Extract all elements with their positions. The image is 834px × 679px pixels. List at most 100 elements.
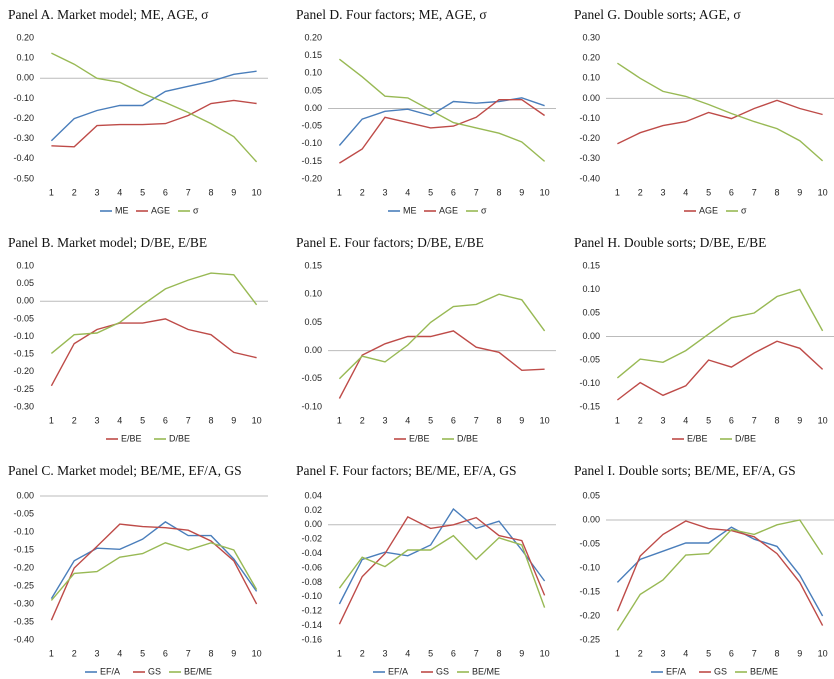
x-tick-label: 3	[382, 415, 387, 425]
y-tick-label: -0.05	[301, 121, 322, 131]
x-tick-label: 5	[140, 415, 145, 425]
x-tick-label: 8	[774, 648, 779, 658]
legend-label: σ	[193, 205, 199, 215]
legend-label: ME	[115, 205, 129, 215]
x-tick-label: 4	[683, 648, 688, 658]
x-tick-label: 3	[660, 187, 665, 197]
panel: Panel D. Four factors; ME, AGE, σ 0.20 0.1…	[296, 7, 556, 215]
series-line	[338, 58, 546, 162]
y-tick-label: -0.35	[13, 616, 34, 626]
x-tick-label: 10	[252, 648, 262, 658]
y-tick-label: -0.40	[579, 173, 600, 183]
x-tick-label: 1	[615, 648, 620, 658]
x-tick-label: 6	[163, 415, 168, 425]
x-tick-label: 6	[163, 648, 168, 658]
series-line	[616, 520, 824, 626]
series-line	[50, 70, 257, 142]
y-tick-label: -0.10	[13, 93, 34, 103]
y-tick-label: 0.20	[304, 32, 322, 42]
y-tick-label: 0.20	[16, 32, 34, 42]
y-tick-label: -0.20	[301, 173, 322, 183]
y-tick-label: -0.15	[579, 401, 600, 411]
y-tick-label: 0.05	[304, 85, 322, 95]
y-tick-label: -0.25	[13, 384, 34, 394]
y-tick-label: 0.05	[16, 278, 34, 288]
legend-label: σ	[741, 205, 747, 215]
y-tick-label: 0.10	[582, 284, 600, 294]
x-tick-label: 4	[117, 415, 122, 425]
series-line	[616, 340, 824, 401]
x-tick-label: 7	[752, 648, 757, 658]
panel-title: Panel H. Double sorts; D/BE, E/BE	[574, 235, 766, 250]
panel-title: Panel I. Double sorts; BE/ME, EF/A, GS	[574, 463, 796, 478]
y-tick-label: -0.20	[13, 113, 34, 123]
x-tick-label: 1	[337, 415, 342, 425]
panel: Panel E. Four factors; D/BE, E/BE 0.15 0.1…	[296, 235, 556, 443]
y-tick-label: -0.10	[301, 401, 322, 411]
y-tick-label: -0.10	[579, 378, 600, 388]
y-tick-label: -0.20	[13, 366, 34, 376]
y-tick-label: 0.00	[304, 345, 322, 355]
x-tick-label: 8	[774, 187, 779, 197]
x-tick-label: 2	[638, 648, 643, 658]
x-tick-label: 7	[186, 187, 191, 197]
y-tick-label: -0.40	[13, 153, 34, 163]
legend-label: σ	[481, 205, 487, 215]
x-tick-label: 10	[818, 187, 828, 197]
x-tick-label: 5	[706, 187, 711, 197]
series-line	[338, 515, 546, 625]
series-line	[617, 62, 824, 162]
series-line	[338, 293, 546, 380]
x-tick-label: 2	[638, 415, 643, 425]
x-tick-label: 9	[797, 187, 802, 197]
x-tick-label: 9	[231, 648, 236, 658]
x-tick-label: 1	[49, 187, 54, 197]
legend-label: D/BE	[169, 433, 190, 443]
y-tick-label: -0.15	[13, 544, 34, 554]
y-tick-label: 0.30	[582, 32, 600, 42]
legend-label: EF/A	[388, 666, 408, 676]
x-tick-label: 6	[729, 415, 734, 425]
x-tick-label: 2	[638, 187, 643, 197]
legend-label: EF/A	[100, 666, 120, 676]
legend-label: EF/A	[666, 666, 686, 676]
series-line	[50, 542, 258, 601]
panel-title: Panel C. Market model; BE/ME, EF/A, GS	[8, 463, 242, 478]
x-tick-label: 3	[94, 415, 99, 425]
y-tick-label: 0.10	[16, 260, 34, 270]
x-tick-label: 9	[519, 415, 524, 425]
x-tick-label: 1	[615, 415, 620, 425]
x-tick-label: 7	[752, 187, 757, 197]
series-line	[338, 534, 546, 608]
y-tick-label: -0.15	[13, 349, 34, 359]
x-tick-label: 10	[252, 415, 262, 425]
x-tick-label: 2	[360, 648, 365, 658]
y-tick-label: -0.20	[579, 610, 600, 620]
series-line	[51, 99, 257, 148]
x-tick-label: 2	[72, 415, 77, 425]
series-line	[50, 521, 258, 599]
y-tick-label: -0.20	[13, 562, 34, 572]
x-tick-label: 8	[208, 415, 213, 425]
x-tick-label: 5	[428, 187, 433, 197]
x-tick-label: 3	[94, 648, 99, 658]
series-line	[50, 318, 257, 387]
legend-label: BE/ME	[472, 666, 500, 676]
series-line	[616, 526, 824, 617]
x-tick-label: 10	[540, 187, 550, 197]
y-tick-label: 0.10	[304, 68, 322, 78]
y-tick-label: -0.10	[13, 526, 34, 536]
series-line	[338, 507, 546, 605]
x-tick-label: 5	[140, 648, 145, 658]
legend-label: D/BE	[735, 433, 756, 443]
x-tick-label: 7	[186, 648, 191, 658]
x-tick-label: 8	[496, 187, 501, 197]
legend-label: D/BE	[457, 433, 478, 443]
x-tick-label: 1	[337, 648, 342, 658]
legend-label: GS	[714, 666, 727, 676]
x-tick-label: 5	[706, 648, 711, 658]
x-tick-label: 6	[451, 648, 456, 658]
x-tick-label: 8	[208, 648, 213, 658]
x-tick-label: 4	[405, 187, 410, 197]
